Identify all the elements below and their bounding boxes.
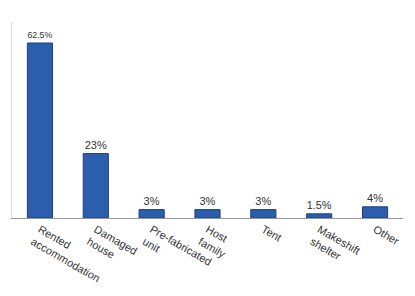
svg-text:Pre-fabricatedunit: Pre-fabricatedunit [141, 223, 214, 280]
svg-text:Tent: Tent [260, 223, 284, 244]
svg-text:Hostfamily: Hostfamily [197, 223, 235, 260]
svg-text:3%: 3% [199, 195, 215, 207]
svg-text:Makeshiftshelter: Makeshiftshelter [308, 223, 362, 269]
svg-text:1.5%: 1.5% [307, 199, 332, 211]
svg-text:3%: 3% [255, 195, 271, 207]
svg-text:3%: 3% [144, 195, 160, 207]
svg-text:Rentedaccommodation: Rentedaccommodation [29, 223, 109, 285]
svg-text:Other: Other [371, 223, 401, 247]
svg-text:4%: 4% [367, 192, 383, 204]
svg-text:62.5%: 62.5% [27, 30, 52, 40]
svg-text:Damagedhouse: Damagedhouse [85, 223, 139, 270]
svg-text:23%: 23% [85, 139, 107, 151]
